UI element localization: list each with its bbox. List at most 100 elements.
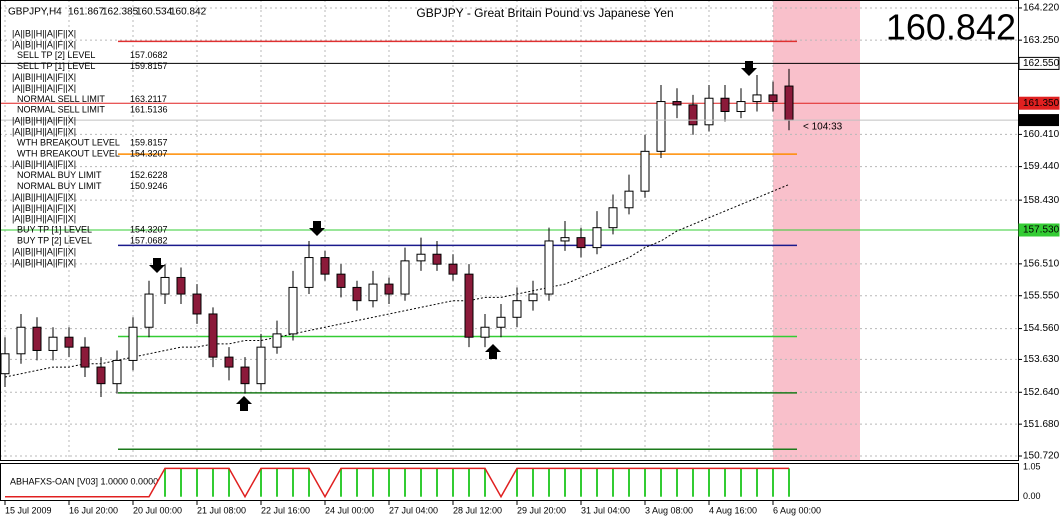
candle-body bbox=[48, 336, 58, 351]
panel-row: |A||B||H||A||F||X| bbox=[12, 246, 76, 256]
y-tick-label: 153.630 bbox=[1023, 354, 1060, 365]
x-tick-label: 6 Aug 00:00 bbox=[773, 505, 821, 515]
y-tick-label: 156.510 bbox=[1023, 258, 1060, 269]
header-high: 162.385 bbox=[102, 7, 139, 18]
x-tick-label: 27 Jul 04:00 bbox=[389, 505, 438, 515]
candle-body bbox=[0, 353, 10, 375]
level-label: WTH BREAKOUT LEVEL bbox=[17, 137, 120, 147]
candle-body bbox=[432, 253, 442, 265]
y-tick-label: 158.430 bbox=[1023, 195, 1060, 206]
candle-body bbox=[656, 101, 666, 152]
candle-body bbox=[304, 257, 314, 288]
candle-body bbox=[192, 293, 202, 315]
candle-body bbox=[224, 356, 234, 368]
candle-body bbox=[640, 150, 650, 192]
candle-body bbox=[576, 237, 586, 249]
price-label: 157.530 bbox=[1023, 225, 1060, 236]
level-value: 159.8157 bbox=[130, 61, 168, 71]
candle-body bbox=[176, 276, 186, 295]
x-tick-label: 31 Jul 04:00 bbox=[581, 505, 630, 515]
panel-row: |A||B||H||A||F||X| bbox=[12, 83, 76, 93]
header-open: 161.867 bbox=[68, 7, 105, 18]
current-price-big: 160.842 bbox=[886, 7, 1016, 48]
level-label: SELL TP [1] LEVEL bbox=[17, 61, 95, 71]
candle-body bbox=[768, 94, 778, 103]
level-label: NORMAL BUY LIMIT bbox=[17, 170, 102, 180]
x-tick-label: 20 Jul 00:00 bbox=[133, 505, 182, 515]
level-label: WTH BREAKOUT LEVEL bbox=[17, 148, 120, 158]
x-tick-label: 29 Jul 20:00 bbox=[517, 505, 566, 515]
x-tick-label: 28 Jul 12:00 bbox=[453, 505, 502, 515]
candle-body bbox=[16, 326, 26, 355]
level-value: 161.5136 bbox=[130, 105, 168, 115]
candle-body bbox=[288, 286, 298, 335]
candle-body bbox=[80, 346, 90, 368]
header-close: 160.842 bbox=[170, 7, 207, 18]
indicator-tick-label: 0.00 bbox=[1023, 491, 1041, 501]
candle-body bbox=[544, 240, 554, 295]
candle-body bbox=[160, 276, 170, 295]
candle-body bbox=[560, 237, 570, 242]
candle-body bbox=[496, 316, 506, 328]
level-label: NORMAL SELL LIMIT bbox=[17, 94, 105, 104]
candle-body bbox=[32, 326, 42, 351]
candle-body bbox=[624, 190, 634, 209]
candle-body bbox=[480, 326, 490, 338]
panel-row: |A||B||H||A||F||X| bbox=[12, 203, 76, 213]
x-tick-label: 4 Aug 16:00 bbox=[709, 505, 757, 515]
candle-body bbox=[512, 300, 522, 318]
x-tick-label: 22 Jul 16:00 bbox=[261, 505, 310, 515]
header-low: 160.534 bbox=[136, 7, 173, 18]
level-value: 163.2117 bbox=[130, 94, 167, 104]
symbol: GBPJPY,H4 bbox=[8, 7, 62, 18]
candle-body bbox=[416, 253, 426, 262]
levels-panel: |A||B||H||A||F||X||A||B||H||A||F||X|SELL… bbox=[12, 28, 168, 267]
candle-body bbox=[144, 293, 154, 328]
panel-row: |A||B||H||A||F||X| bbox=[12, 159, 76, 169]
y-tick-label: 154.560 bbox=[1023, 323, 1060, 334]
y-tick-label: 164.220 bbox=[1023, 3, 1060, 14]
panel-row: |A||B||H||A||F||X| bbox=[12, 257, 76, 267]
sell-arrow bbox=[149, 258, 165, 273]
candle-body bbox=[208, 313, 218, 358]
bar-timer: < 104:33 bbox=[803, 122, 843, 133]
candle-body bbox=[608, 207, 618, 229]
buy-arrow bbox=[236, 396, 252, 411]
x-tick-label: 3 Aug 08:00 bbox=[645, 505, 693, 515]
candle-body bbox=[448, 263, 458, 275]
y-tick-label: 163.250 bbox=[1023, 35, 1060, 46]
plot bbox=[0, 40, 1018, 450]
indicator-frame bbox=[0, 463, 1019, 501]
candle-body bbox=[64, 336, 74, 348]
candle-body bbox=[112, 359, 122, 385]
candle-body bbox=[784, 85, 794, 121]
y-tick-label: 152.640 bbox=[1023, 387, 1060, 398]
panel-row: |A||B||H||A||F||X| bbox=[12, 192, 76, 202]
price-label-box bbox=[1018, 96, 1060, 110]
candle-body bbox=[96, 366, 106, 385]
signal-arrows bbox=[149, 61, 757, 411]
candle-body bbox=[672, 101, 682, 106]
candle-body bbox=[272, 333, 282, 348]
candle-body bbox=[128, 326, 138, 361]
candle-body bbox=[320, 257, 330, 275]
candle-body bbox=[688, 104, 698, 126]
level-value: 157.0682 bbox=[130, 235, 168, 245]
candle-body bbox=[256, 346, 266, 385]
candle-body bbox=[528, 293, 538, 302]
x-tick-label: 15 Jul 2009 bbox=[5, 505, 52, 515]
candle-body bbox=[464, 273, 474, 338]
panel-row: |A||B||H||A||F||X| bbox=[12, 72, 76, 82]
x-tick-label: 24 Jul 00:00 bbox=[325, 505, 374, 515]
candle-body bbox=[592, 227, 602, 249]
level-label: NORMAL SELL LIMIT bbox=[17, 105, 105, 115]
price-label: 161.350 bbox=[1023, 98, 1060, 109]
current-price-label: 160.842 bbox=[1023, 115, 1060, 126]
sell-arrow bbox=[309, 221, 325, 236]
candle-body bbox=[704, 97, 714, 126]
y-tick-label: 155.550 bbox=[1023, 290, 1060, 301]
candle-body bbox=[352, 286, 362, 302]
level-value: 152.6228 bbox=[130, 170, 168, 180]
